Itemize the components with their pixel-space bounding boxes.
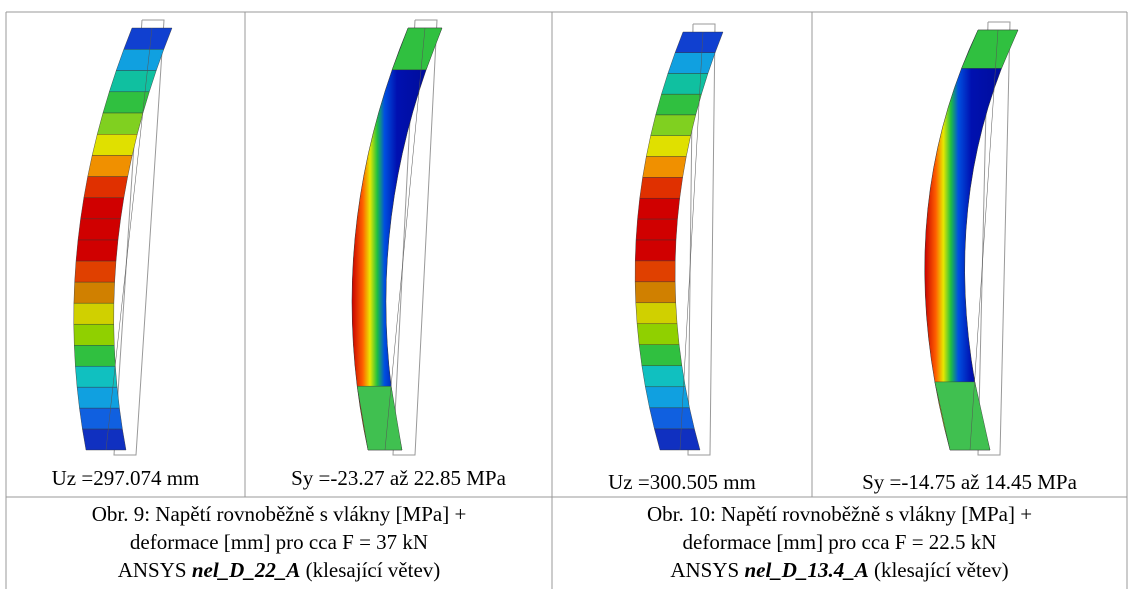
caption-text: ANSYS	[117, 558, 187, 582]
panel-label: Uz =300.505 mm	[608, 470, 756, 494]
beam-segment	[667, 52, 716, 74]
model-name: nel_D_13.4_A	[744, 558, 869, 582]
beam-segment	[650, 114, 696, 136]
beam-images	[73, 19, 1019, 456]
beam-segment	[80, 197, 125, 220]
beam-segment	[638, 344, 683, 366]
beam-segment	[639, 177, 683, 199]
beam-segment	[73, 303, 115, 325]
beam-segment	[636, 323, 680, 345]
beam-segment	[635, 218, 678, 241]
beam-segment	[73, 281, 115, 304]
beam-segment	[82, 428, 127, 451]
beam-segment	[634, 239, 677, 262]
beam-segment	[646, 135, 691, 157]
beam-segment	[102, 91, 150, 114]
beam-segment	[637, 198, 680, 220]
beam-segment	[635, 302, 678, 324]
beam-segment	[641, 365, 686, 387]
caption-line: ANSYS nel_D_22_A (klesající větev)	[6, 556, 552, 584]
caption-line: deformace [mm] pro cca F = 22.5 kN	[682, 530, 997, 554]
beam-segment	[91, 134, 138, 156]
table-borders	[5, 11, 1128, 589]
beam-edge	[969, 29, 999, 451]
beam-segment	[634, 281, 676, 303]
beam-segment	[79, 407, 123, 430]
caption-text: ANSYS	[670, 558, 740, 582]
caption-line: Obr. 10: Napětí rovnoběžně s vlákny [MPa…	[646, 502, 1033, 526]
beam-segment	[77, 218, 121, 241]
caption-text: (klesající větev)	[873, 558, 1009, 582]
beam-segment	[74, 345, 116, 367]
beam-segment	[634, 260, 676, 283]
beam-segment	[75, 239, 119, 262]
beam-edge	[679, 31, 704, 451]
undeformed-outline	[392, 19, 438, 456]
model-name: nel_D_22_A	[191, 558, 301, 582]
panel-label: Sy =-23.27 až 22.85 MPa	[291, 466, 506, 490]
beam-segment	[87, 155, 133, 177]
beam-edge	[384, 27, 426, 451]
beam-segment	[96, 112, 144, 135]
beam-segment	[642, 156, 687, 178]
beam-segment	[654, 428, 701, 451]
caption-line: deformace [mm] pro cca F = 37 kN	[129, 530, 429, 554]
caption-line: ANSYS nel_D_13.4_A (klesající větev)	[552, 556, 1127, 584]
undeformed-outline	[687, 23, 716, 456]
beam-segment	[83, 176, 128, 198]
beam-end	[391, 27, 443, 71]
beam-end	[934, 381, 991, 451]
beam-end	[961, 29, 1019, 69]
beam-segment	[115, 49, 165, 71]
caption: Obr. 10: Napětí rovnoběžně s vlákny [MPa…	[552, 500, 1127, 584]
beam-segment	[655, 93, 702, 116]
beam-edge	[105, 27, 153, 451]
beam-segment	[109, 70, 157, 93]
undeformed-outline	[113, 19, 165, 456]
beam-segment	[123, 27, 173, 50]
beam-segment	[73, 324, 115, 346]
beam-segment	[661, 73, 709, 95]
beam-segment	[75, 366, 118, 388]
beam-segment	[74, 260, 117, 283]
caption-line: Obr. 9: Napětí rovnoběžně s vlákny [MPa]…	[91, 502, 467, 526]
undeformed-outline	[977, 21, 1011, 456]
beam-segment	[674, 31, 724, 53]
panel-label: Sy =-14.75 až 14.45 MPa	[862, 470, 1077, 494]
caption: Obr. 9: Napětí rovnoběžně s vlákny [MPa]…	[6, 500, 552, 584]
caption-text: (klesající větev)	[305, 558, 441, 582]
beam-end	[356, 385, 403, 451]
panel-label: Uz =297.074 mm	[51, 466, 200, 490]
beam-segment	[649, 407, 695, 430]
beam-segment	[76, 387, 120, 409]
